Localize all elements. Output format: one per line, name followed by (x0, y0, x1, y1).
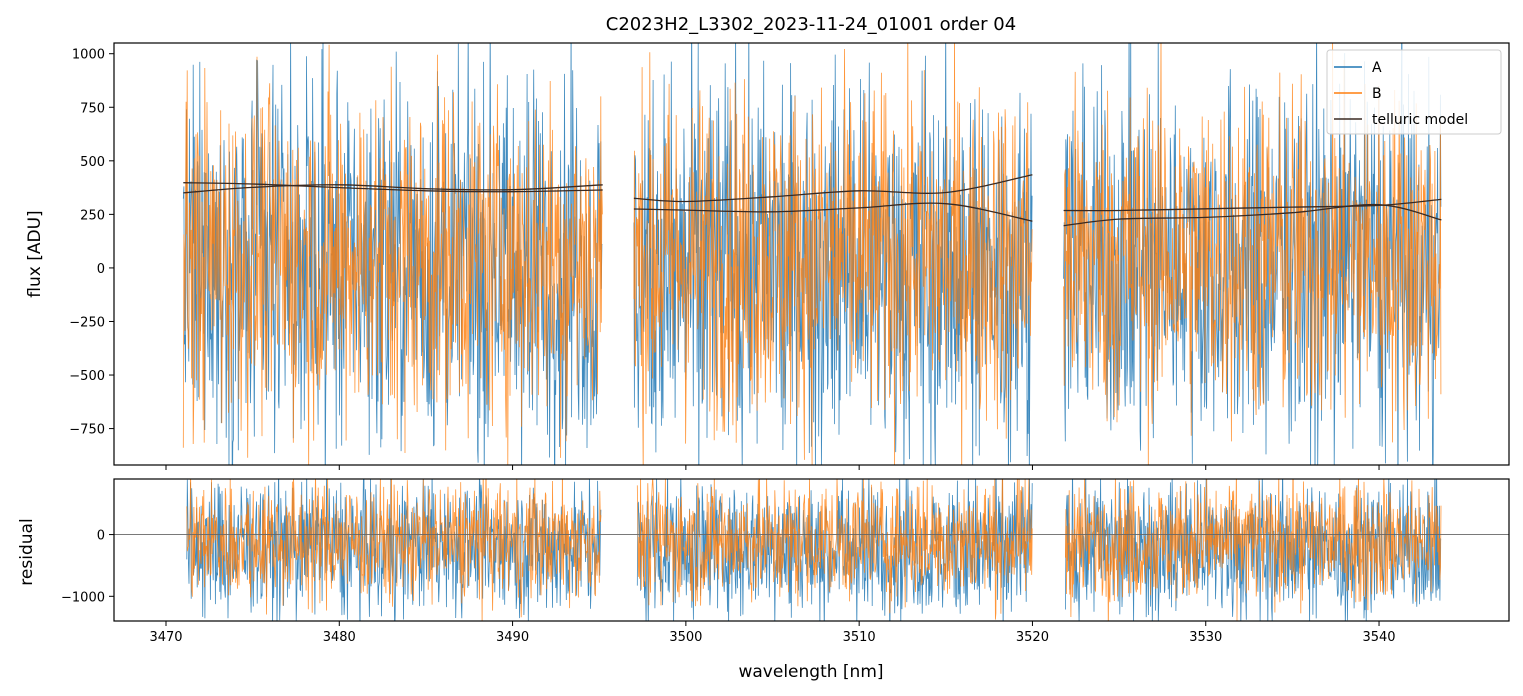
flux-ytick-label: 500 (80, 155, 105, 170)
flux-ytick-label: 750 (80, 101, 105, 116)
flux-ytick-label: 250 (80, 208, 105, 223)
legend-label-b: B (1372, 86, 1382, 102)
flux-ytick-label: −250 (69, 315, 105, 330)
xtick-label: 3500 (669, 630, 702, 645)
residual-ytick-label: −1000 (61, 590, 105, 605)
flux-y-axis-label: flux [ADU] (25, 210, 45, 297)
flux-panel: −750 −500 −250 0 250 500 750 1000 flux [ADU] A … (25, 42, 1510, 470)
x-axis-label: wavelength [nm] (738, 662, 883, 682)
xtick-label: 3530 (1189, 630, 1222, 645)
flux-ytick-label: −750 (69, 423, 105, 438)
legend-label-a: A (1372, 60, 1382, 76)
flux-ytick-label: 1000 (72, 48, 105, 63)
xtick-label: 3540 (1362, 630, 1395, 645)
legend: A B telluric model (1326, 49, 1502, 135)
telluric-model-curve-4 (1063, 198, 1442, 212)
legend-label-model: telluric model (1372, 112, 1468, 128)
legend-box (1326, 49, 1502, 135)
xtick-label: 3480 (323, 630, 356, 645)
xtick-label: 3470 (149, 630, 182, 645)
residual-y-axis-label: residual (17, 518, 37, 585)
residual-ytick-label: 0 (97, 529, 105, 544)
xtick-label: 3490 (496, 630, 529, 645)
flux-plot-frame (113, 42, 1510, 466)
telluric-model-curve-1 (183, 184, 603, 194)
telluric-model-curve-0 (183, 182, 603, 193)
telluric-model-curve-5 (1063, 203, 1442, 227)
telluric-model-curve-2 (633, 174, 1033, 203)
xtick-label: 3510 (843, 630, 876, 645)
telluric-model-curve-3 (633, 202, 1033, 222)
flux-ytick-label: −500 (69, 369, 105, 384)
residual-plot-frame (113, 478, 1510, 622)
figure-title: C2023H2_L3302_2023-11-24_01001 order 04 (606, 14, 1016, 35)
xtick-label: 3520 (1016, 630, 1049, 645)
residual-series-b (186, 479, 1442, 621)
flux-ytick-label: 0 (97, 262, 105, 277)
